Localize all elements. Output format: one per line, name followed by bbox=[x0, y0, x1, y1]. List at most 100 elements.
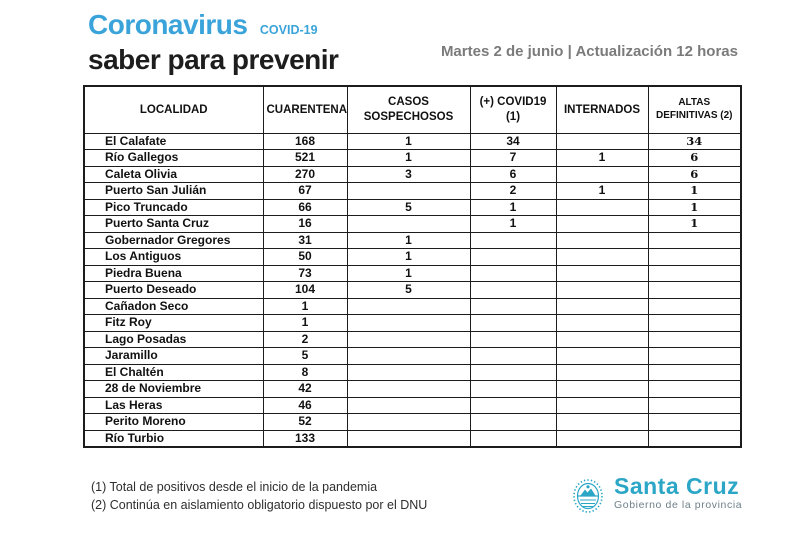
logo-text-block: Santa Cruz Gobierno de la provincia bbox=[614, 474, 742, 511]
value-cell bbox=[346, 215, 471, 233]
value-cell bbox=[647, 347, 742, 365]
value-cell bbox=[555, 231, 649, 249]
value-cell: 1 bbox=[346, 231, 471, 249]
table-row: 28 de Noviembre 42 bbox=[83, 380, 742, 398]
value-cell: 34 bbox=[647, 132, 742, 150]
value-cell bbox=[555, 248, 649, 266]
footnote-1: (1) Total de positivos desde el inicio d… bbox=[91, 480, 378, 494]
update-date-text: Martes 2 de junio | Actualización 12 hor… bbox=[440, 43, 738, 60]
value-cell: 521 bbox=[262, 149, 348, 167]
value-cell: 1 bbox=[346, 149, 471, 167]
value-cell: 1 bbox=[555, 149, 649, 167]
value-cell bbox=[647, 330, 742, 348]
locality-cell: El Calafate bbox=[83, 132, 264, 150]
value-cell bbox=[555, 396, 649, 414]
value-cell bbox=[469, 297, 557, 315]
locality-cell: Los Antiguos bbox=[83, 248, 264, 266]
value-cell bbox=[346, 314, 471, 332]
santa-cruz-crest-icon bbox=[573, 479, 603, 513]
value-cell bbox=[469, 314, 557, 332]
table-row: Puerto San Julián 67 2 1 1 bbox=[83, 182, 742, 200]
value-cell bbox=[469, 413, 557, 431]
value-cell: 67 bbox=[262, 182, 348, 200]
locality-cell: Perito Moreno bbox=[83, 413, 264, 431]
value-cell: 1 bbox=[647, 182, 742, 200]
value-cell bbox=[469, 330, 557, 348]
locality-cell: Caleta Olivia bbox=[83, 165, 264, 183]
table-row: Piedra Buena 73 1 bbox=[83, 264, 742, 282]
table-row: Las Heras 46 bbox=[83, 396, 742, 414]
value-cell bbox=[469, 396, 557, 414]
value-cell: 168 bbox=[262, 132, 348, 150]
logo-subtitle: Gobierno de la provincia bbox=[614, 499, 743, 511]
value-cell: 5 bbox=[262, 347, 348, 365]
value-cell: 46 bbox=[262, 396, 348, 414]
table-row: Perito Moreno 52 bbox=[83, 413, 742, 431]
value-cell: 2 bbox=[469, 182, 557, 200]
locality-cell: Fitz Roy bbox=[83, 314, 264, 332]
table-row: Caleta Olivia 270 3 6 6 bbox=[83, 165, 742, 183]
value-cell bbox=[647, 248, 742, 266]
value-cell bbox=[469, 380, 557, 398]
value-cell bbox=[469, 264, 557, 282]
table-row: Gobernador Gregores 31 1 bbox=[83, 231, 742, 249]
brand-title-line: Coronavirus COVID-19 bbox=[88, 10, 338, 45]
table-row: Jaramillo 5 bbox=[83, 347, 742, 365]
locality-cell: Río Turbio bbox=[83, 429, 264, 447]
value-cell bbox=[647, 429, 742, 447]
value-cell bbox=[469, 281, 557, 299]
value-cell bbox=[346, 380, 471, 398]
value-cell bbox=[469, 363, 557, 381]
value-cell: 1 bbox=[647, 198, 742, 216]
value-cell bbox=[647, 380, 742, 398]
value-cell: 1 bbox=[346, 248, 471, 266]
footnote-2: (2) Continúa en aislamiento obligatorio … bbox=[91, 497, 428, 512]
value-cell bbox=[469, 231, 557, 249]
value-cell: 270 bbox=[262, 165, 348, 183]
page-subtitle: saber para prevenir bbox=[88, 44, 339, 75]
value-cell: 1 bbox=[647, 215, 742, 233]
value-cell bbox=[555, 314, 649, 332]
locality-cell: El Chaltén bbox=[83, 363, 264, 381]
value-cell: 2 bbox=[262, 330, 348, 348]
value-cell: 5 bbox=[346, 198, 471, 216]
logo-province-name: Santa Cruz bbox=[614, 473, 740, 499]
table-row: Cañadon Seco 1 bbox=[83, 297, 742, 315]
table-row: Pico Truncado 66 5 1 1 bbox=[83, 198, 742, 216]
value-cell: 5 bbox=[346, 281, 471, 299]
column-header: LOCALIDAD bbox=[83, 85, 264, 134]
locality-cell: Lago Posadas bbox=[83, 330, 264, 348]
value-cell: 1 bbox=[346, 264, 471, 282]
brand-header: Coronavirus COVID-19 saber para prevenir bbox=[88, 10, 339, 75]
value-cell bbox=[555, 281, 649, 299]
table-row: Río Turbio 133 bbox=[83, 429, 742, 447]
value-cell bbox=[555, 132, 649, 150]
locality-cell: Piedra Buena bbox=[83, 264, 264, 282]
locality-cell: Cañadon Seco bbox=[83, 297, 264, 315]
locality-cell: Jaramillo bbox=[83, 347, 264, 365]
column-header: ALTAS DEFINITIVAS (2) bbox=[647, 85, 742, 134]
table-row: Puerto Deseado 104 5 bbox=[83, 281, 742, 299]
value-cell: 1 bbox=[469, 215, 557, 233]
value-cell: 133 bbox=[262, 429, 348, 447]
value-cell bbox=[555, 380, 649, 398]
value-cell bbox=[346, 347, 471, 365]
locality-cell: Puerto San Julián bbox=[83, 182, 264, 200]
table-row: El Chaltén 8 bbox=[83, 363, 742, 381]
value-cell bbox=[346, 429, 471, 447]
value-cell bbox=[647, 297, 742, 315]
column-header: (+) COVID19 (1) bbox=[469, 85, 557, 134]
value-cell: 16 bbox=[262, 215, 348, 233]
value-cell bbox=[555, 215, 649, 233]
page-title: Coronavirus bbox=[88, 9, 248, 40]
value-cell: 42 bbox=[262, 380, 348, 398]
locality-cell: Las Heras bbox=[83, 396, 264, 414]
locality-cell: Pico Truncado bbox=[83, 198, 264, 216]
locality-cell: Puerto Santa Cruz bbox=[83, 215, 264, 233]
table-row: Fitz Roy 1 bbox=[83, 314, 742, 332]
value-cell bbox=[346, 330, 471, 348]
value-cell: 104 bbox=[262, 281, 348, 299]
value-cell bbox=[469, 429, 557, 447]
value-cell: 3 bbox=[346, 165, 471, 183]
value-cell bbox=[555, 198, 649, 216]
